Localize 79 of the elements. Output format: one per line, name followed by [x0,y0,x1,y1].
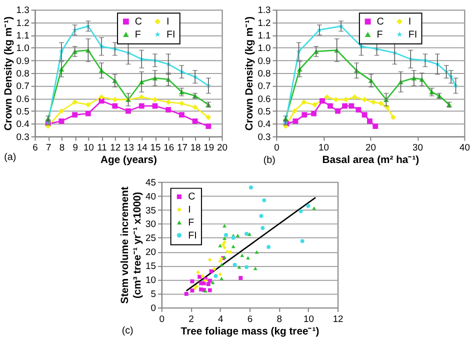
legend-label: FI [188,230,197,242]
x-tick-label: 6 [32,142,38,153]
y-tick-label: 0.7 [258,80,271,92]
x-tick-label: 17 [176,142,188,153]
y-tick-label: 20 [146,246,156,258]
x-tick-label: 7 [46,142,52,153]
y-tick-label: 0 [150,302,156,314]
x-axis-title: Tree foliage mass (kg tree⁻¹) [180,326,320,338]
legend-label: C [376,16,384,28]
x-tick-label: 6 [247,312,253,324]
y-tick-label: 0.6 [16,92,30,104]
y-tick-label: 0.9 [258,54,271,66]
x-tick-label: 10 [303,312,314,324]
x-tick-label: 20 [217,142,228,153]
y-tick-label: 5 [150,288,156,300]
legend-label: F [134,29,141,40]
x-tick-label: 0 [274,142,280,153]
x-tick-label: 18 [190,142,201,153]
x-tick-label: 16 [164,142,174,153]
y-tick-label: 0.4 [16,118,30,130]
x-axis-title: Basal area (m² ha⁻¹) [322,155,420,166]
x-axis-title: Age (years) [100,155,158,166]
x-tick-label: 12 [332,312,344,324]
y-tick-label: 10 [146,274,156,286]
x-tick-label: 13 [124,142,134,153]
y-tick-label: 0.9 [16,54,30,66]
text: (b) [263,155,276,166]
x-tick-label: 12 [110,142,121,153]
legend-label: FI [166,29,176,40]
x-tick-label: 0 [159,312,165,324]
y-tick-label: 1.2 [258,16,271,28]
y-tick-label: 0.3 [258,130,271,142]
y-tick-label: 35 [146,204,156,216]
y-tick-label: 1.3 [258,4,271,16]
x-tick-label: 10 [83,142,94,153]
x-tick-label: 40 [459,142,470,153]
y-tick-label: 0.8 [16,67,30,78]
x-tick-label: 8 [59,142,65,153]
x-tick-label: 10 [318,142,329,153]
x-tick-label: 20 [365,142,376,153]
x-tick-label: 8 [276,312,282,324]
y-axis-title: Crown Density (kg m⁻¹) [3,16,14,131]
text: (a) [4,152,16,164]
y-tick-label: 0.4 [258,118,271,130]
text: (c) [122,325,134,336]
y-axis-title: Stem volume increment (cm³ tree⁻¹ yr⁻¹ x1000) [120,186,144,304]
x-tick-label: 2 [188,312,194,324]
y-tick-label: 1.1 [258,29,271,40]
x-tick-label: 30 [412,142,423,153]
y-tick-label: 25 [146,232,156,244]
y-tick-label: 45 [146,176,156,188]
y-tick-label: 1.1 [16,29,30,40]
legend-label: C [188,192,196,203]
x-tick-label: 9 [72,142,78,153]
y-tick-label: 1.2 [16,16,30,28]
y-tick-label: 30 [146,218,156,230]
y-tick-label: 0.5 [16,105,30,116]
y-tick-label: 1.3 [16,4,30,16]
y-tick-label: 0.7 [16,80,30,92]
legend-label: F [376,29,383,40]
legend-label: C [134,16,142,28]
x-tick-label: 14 [136,142,148,153]
legend-label: FI [408,29,418,40]
legend-label: I [408,16,412,28]
y-axis-title: Crown Density (kg m⁻¹) [244,16,256,131]
x-tick-label: 4 [218,312,224,324]
y-tick-label: 0.5 [258,105,271,116]
legend-label: F [188,217,194,228]
y-tick-label: 15 [146,260,156,272]
y-tick-label: 1.0 [258,42,271,54]
y-tick-label: 1.0 [16,42,30,54]
x-tick-label: 11 [97,142,107,153]
x-tick-label: 19 [204,142,214,153]
y-tick-label: 40 [146,190,156,202]
y-tick-label: 0.3 [16,130,30,142]
y-tick-label: 0.8 [258,67,271,78]
legend-label: I [166,16,170,28]
legend-label: I [188,204,191,216]
y-tick-label: 0.6 [258,92,271,104]
